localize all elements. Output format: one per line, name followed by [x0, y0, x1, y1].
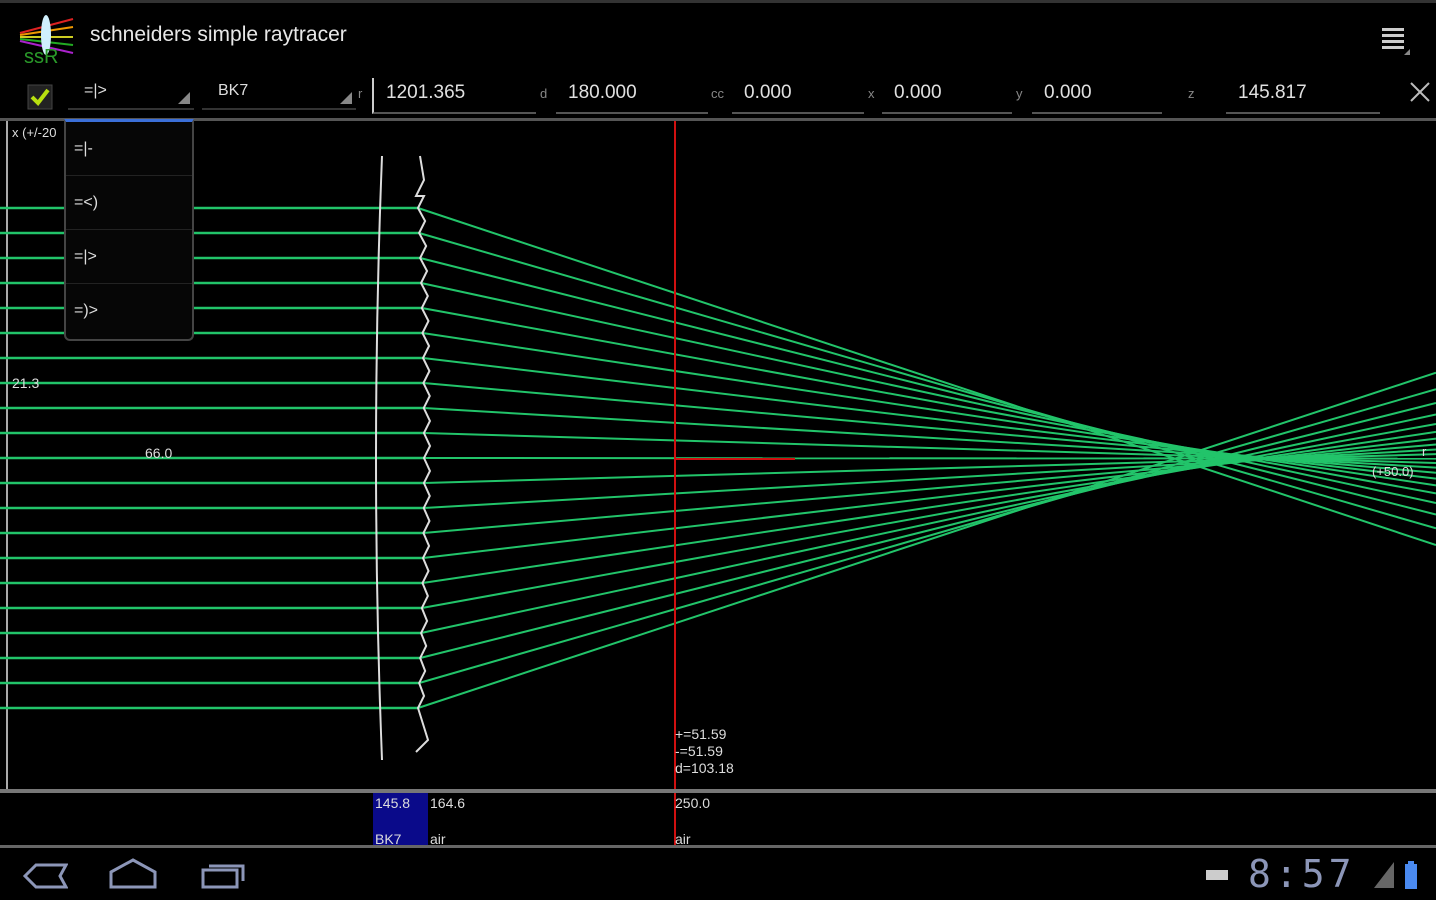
lens-back-surface [414, 155, 432, 753]
surface-z[interactable]: 250.0 [675, 795, 711, 811]
lens-front-surface [375, 155, 383, 761]
element-type-dropdown: =|- =<) =|> =)> [64, 119, 194, 341]
dropdown-option[interactable]: =)> [74, 302, 99, 319]
ray-refracted [420, 413, 1436, 634]
ray-refracted [418, 232, 1436, 530]
app-title: schneiders simple raytracer [90, 23, 347, 46]
surface-medium[interactable]: air [430, 831, 446, 847]
ray-refracted [421, 422, 1436, 609]
ray-refracted [419, 402, 1436, 659]
home-icon[interactable] [108, 858, 158, 890]
svg-text:ssR: ssR [24, 46, 58, 67]
cc-label: cc [711, 86, 724, 101]
app-logo: ssR [19, 15, 74, 67]
ray-refracted [422, 332, 1436, 487]
z-label: z [1188, 86, 1195, 101]
ray-refracted [418, 388, 1436, 684]
radius-input[interactable]: 1201.365 [372, 78, 536, 114]
x-scale-label: x (+/-20 [12, 125, 56, 140]
close-icon[interactable] [1408, 80, 1432, 104]
ray-refracted [419, 257, 1436, 516]
divider [0, 845, 1436, 848]
ray-refracted [420, 282, 1436, 504]
divider [0, 789, 1436, 793]
r-range-label: (+50.0) [1372, 464, 1414, 479]
recent-apps-icon[interactable] [200, 860, 246, 890]
ray-refracted [421, 307, 1436, 495]
ray-refracted [417, 207, 1436, 547]
status-clock: 8:57 [1248, 852, 1356, 896]
surface-selected-highlight [373, 793, 428, 845]
width-label: 66.0 [145, 445, 172, 461]
ray-refracted [422, 357, 1436, 480]
d-label: d [540, 86, 548, 101]
surface-z[interactable]: 145.8 [375, 795, 411, 811]
surface-z[interactable]: 164.6 [430, 795, 466, 811]
surface-strip: 145.8 BK7 164.6 air 250.0 air [0, 793, 1436, 847]
system-navbar [0, 848, 1436, 900]
dropdown-option[interactable]: =|- [66, 122, 192, 176]
action-bar: ssR schneiders simple raytracer [0, 0, 1436, 68]
conic-constant-input[interactable]: 0.000 [732, 78, 864, 114]
surface-medium[interactable]: BK7 [375, 831, 402, 847]
measure-minus: -=51.59 [675, 743, 723, 759]
measure-d: d=103.18 [675, 760, 734, 776]
divider [0, 118, 1436, 121]
element-type-spinner[interactable]: =|> [68, 76, 194, 110]
back-icon[interactable] [22, 862, 68, 890]
measure-plus: +=51.59 [675, 726, 727, 742]
battery-icon [1405, 861, 1417, 889]
diameter-input[interactable]: 180.000 [556, 78, 708, 114]
overflow-menu-icon[interactable] [1380, 25, 1410, 55]
enable-checkbox[interactable] [27, 84, 53, 110]
ray-refracted [417, 371, 1436, 709]
x-label: x [868, 86, 875, 101]
y-input[interactable]: 0.000 [1032, 78, 1162, 114]
ray-refracted [422, 437, 1436, 559]
r-label: r [358, 86, 363, 101]
material-spinner[interactable]: BK7 [202, 76, 356, 110]
keyboard-icon [1206, 870, 1228, 880]
rays [0, 206, 1436, 710]
y-label: y [1016, 86, 1023, 101]
signal-icon [1374, 862, 1394, 888]
height-label: 21.3 [12, 375, 39, 391]
raytrace-canvas[interactable]: x (+/-20 21.3 66.0 r (+50.0) +=51.59 -=5… [0, 121, 1436, 789]
r-axis-label: r [1422, 444, 1427, 459]
dropdown-option[interactable]: =<) [66, 176, 192, 230]
x-input[interactable]: 0.000 [882, 78, 1012, 114]
image-plane-marker [674, 793, 676, 845]
ray-refracted [422, 430, 1436, 584]
element-toolbar: =|> BK7 r 1201.365 d 180.000 cc 0.000 x … [0, 68, 1436, 120]
z-input[interactable]: 145.817 [1226, 78, 1380, 114]
dropdown-option[interactable]: =|> [66, 230, 192, 284]
surface-medium[interactable]: air [675, 831, 691, 847]
